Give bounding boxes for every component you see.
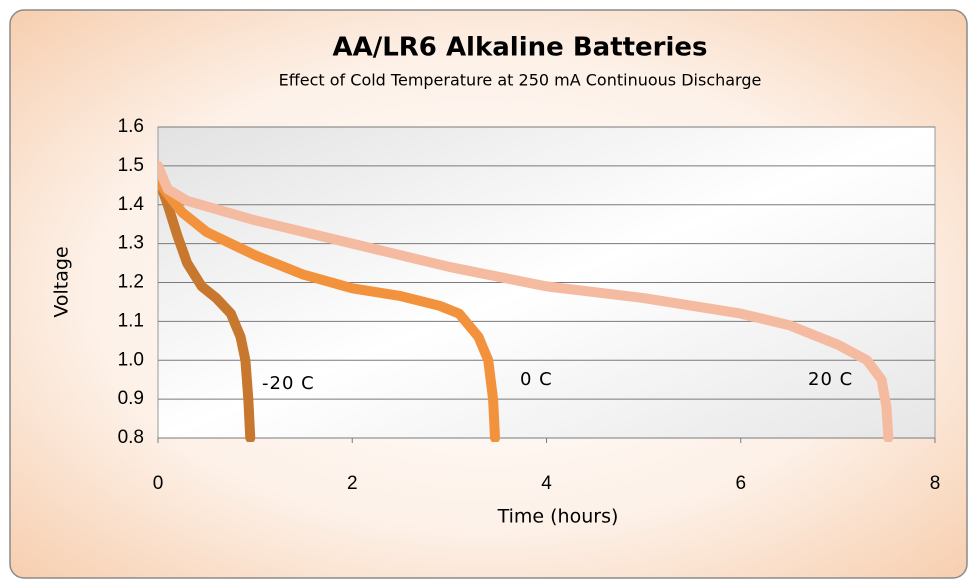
x-axis-label: Time (hours): [497, 506, 619, 528]
y-tick-label: 1.6: [118, 116, 144, 137]
series-label: -20 C: [262, 373, 315, 394]
x-tick-label: 8: [930, 473, 941, 494]
x-tick-label: 2: [347, 473, 358, 494]
chart-subtitle: Effect of Cold Temperature at 250 mA Con…: [279, 71, 762, 90]
y-axis-label: Voltage: [51, 246, 73, 317]
y-tick-label: 1.5: [118, 155, 144, 176]
x-tick-label: 6: [735, 473, 746, 494]
y-tick-label: 0.8: [118, 427, 144, 448]
y-tick-label: 1.1: [118, 310, 144, 331]
y-tick-label: 1.3: [118, 233, 144, 254]
chart-title: AA/LR6 Alkaline Batteries: [332, 33, 707, 63]
series-line: [158, 160, 894, 442]
x-tick-label: 0: [153, 473, 164, 494]
y-tick-label: 1.4: [118, 194, 145, 215]
series-label: 0 C: [520, 369, 553, 390]
series-line: [158, 172, 256, 442]
grid: [157, 126, 936, 443]
y-tick-label: 1.2: [118, 272, 144, 293]
series-label: 20 C: [808, 369, 853, 390]
x-tick-label: 4: [541, 473, 552, 494]
series-lines: [158, 160, 894, 442]
y-tick-label: 0.9: [118, 388, 144, 409]
series-line: [158, 176, 501, 442]
y-tick-label: 1.0: [118, 349, 144, 370]
labels: 0.8 0.9 1.0 1.1 1.2 1.3 1.4 1.5 1.6 0 2 4 6 8 -20 C 0 C…: [118, 116, 941, 494]
